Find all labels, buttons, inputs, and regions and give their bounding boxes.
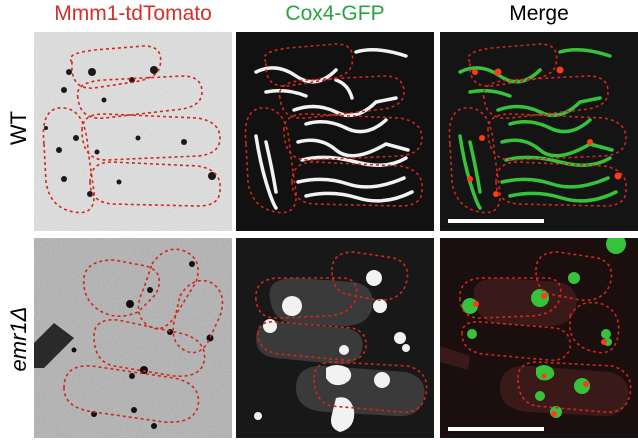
row-label-emr1: emr1Δ (6, 306, 31, 372)
panel-emr1-cox4 (236, 238, 434, 438)
panel-emr1-mmm1 (34, 238, 232, 438)
panel-wt-merge (440, 32, 638, 231)
column-title-cox4: Cox4-GFP (285, 2, 385, 25)
column-title-merge: Merge (509, 2, 569, 25)
row-label-wt: WT (6, 110, 31, 146)
panel-wt-cox4 (236, 32, 434, 231)
scale-bar (448, 427, 544, 431)
panel-wt-mmm1 (34, 32, 232, 231)
column-title-mmm1: Mmm1-tdTomato (54, 2, 212, 25)
scale-bar (448, 219, 544, 223)
panel-emr1-merge (440, 238, 638, 438)
